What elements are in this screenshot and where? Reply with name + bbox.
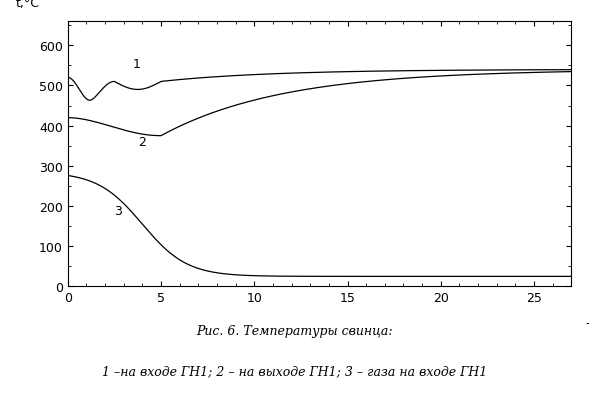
Text: 1 –на входе ГН1; 2 – на выходе ГН1; 3 – газа на входе ГН1: 1 –на входе ГН1; 2 – на выходе ГН1; 3 – … bbox=[102, 365, 487, 377]
Text: 2: 2 bbox=[138, 136, 147, 149]
Text: Рис. 6. Температуры свинца:: Рис. 6. Температуры свинца: bbox=[196, 324, 393, 337]
Text: 3: 3 bbox=[114, 204, 123, 217]
Text: 1: 1 bbox=[133, 58, 141, 71]
Text: τ, с: τ, с bbox=[586, 319, 589, 332]
Text: t,°C: t,°C bbox=[15, 0, 39, 10]
